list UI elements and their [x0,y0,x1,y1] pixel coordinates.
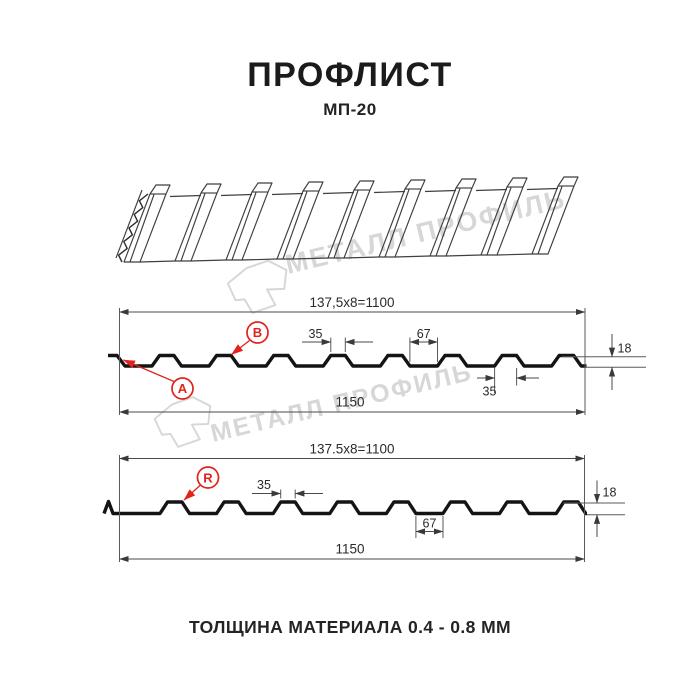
sketch-line [424,189,457,193]
sketch-line [180,193,206,262]
point-label-r: R [183,466,220,501]
sketch-line [129,194,155,263]
sketch-line [343,256,380,259]
material-thickness-note: ТОЛЩИНА МАТЕРИАЛА 0.4 - 0.8 ММ [188,617,512,637]
svg-text:R: R [203,470,213,485]
dim-height-label-a: 18 [618,342,632,356]
sketch-line [496,253,533,256]
watermark-middle: МЕТАЛЛ ПРОФИЛЬ [153,358,475,448]
sketch-line [282,191,308,260]
dim-trough-label-a: 67 [417,327,431,341]
point-label-a: A [123,359,194,400]
dim-overall-label-a: 1150 [335,395,364,410]
sketch-line [115,189,143,259]
sketch-line [169,194,202,198]
dim-pitch-label-r: 137.5x8=1100 [310,442,395,457]
svg-text:A: A [178,381,188,396]
sketch-line [526,187,559,191]
sketch-line [241,258,278,261]
sketch-line [475,188,508,192]
cross-section-front: 137,5x8=1100 35 67 18 35 1150 A B [108,295,646,416]
sketch-line [231,192,257,261]
cross-section-reverse: 137.5x8=1100 35 67 18 1150 R [102,442,625,563]
sketch-line [190,259,227,262]
point-label-b: B [231,321,269,356]
profile-sheet-3d-sketch [115,176,579,263]
watermark-text: МЕТАЛЛ ПРОФИЛЬ [282,184,568,280]
dimension-lines [119,308,646,416]
sketch-line [486,187,512,256]
sketch-line [333,190,359,259]
dim-overall-label-r: 1150 [335,542,364,557]
dimension-lines [119,455,625,563]
sketch-line [292,257,329,260]
sketch-line [139,260,176,263]
sketch-line [445,254,482,257]
dim-rib-top-label-r: 35 [257,478,271,492]
profile-outline-reverse [102,499,588,516]
sketch-line [322,191,355,195]
sketch-line [220,193,253,197]
sketch-line [384,189,410,258]
dim-height-label-r: 18 [603,486,617,500]
profile-outline-front [108,353,587,368]
product-model: МП-20 [323,100,377,119]
dim-rib-base-label-a: 35 [483,385,497,399]
svg-text:B: B [253,325,262,340]
dim-rib-top-label-a: 35 [309,327,323,341]
dim-trough-label-r: 67 [423,517,437,531]
dim-pitch-label-a: 137,5x8=1100 [310,295,395,310]
sketch-line [537,186,563,255]
sketch-line [394,255,431,258]
sketch-line [373,190,406,194]
sketch-line [435,188,461,257]
sketch-line [117,193,149,263]
sketch-line [271,192,304,196]
sketch-line [123,184,171,263]
page-title: ПРОФЛИСТ [247,56,453,94]
metal-profil-logo-icon [226,259,288,315]
